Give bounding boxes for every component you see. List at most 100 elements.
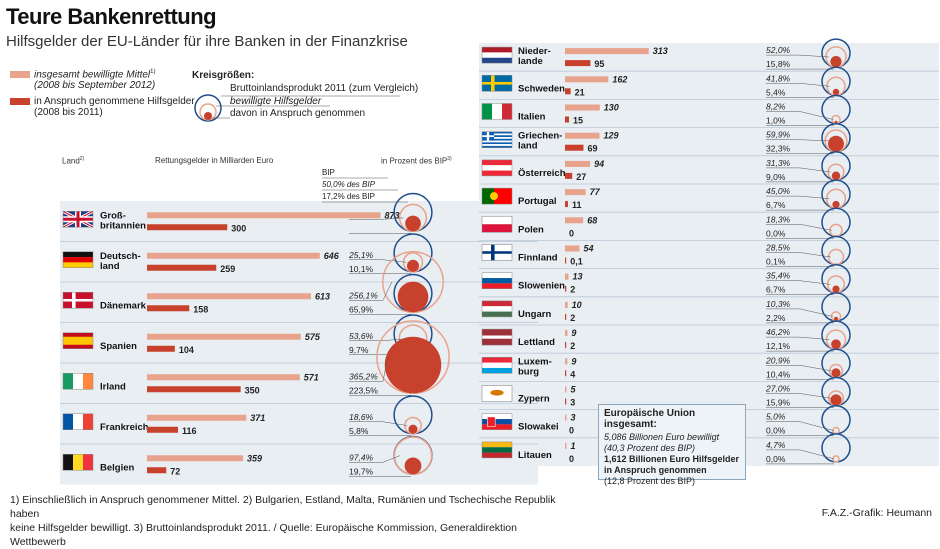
pct-used-gr: 32,3% [766,144,791,154]
bar-used-lu [565,370,567,377]
pct-approved-de: 25,1% [348,250,374,260]
bar-approved-be [147,455,244,462]
legend-circle-gdp-mark [194,94,222,122]
circle-used-se [832,88,840,96]
chart-subtitle: Hilfsgelder der EU-Länder für ihre Banke… [6,33,408,50]
leader-approved-diag-de [382,259,407,263]
bar-used-fr [147,426,179,433]
bar-approved-lu [565,358,568,365]
value-approved-be: 359 [247,453,262,463]
country-name-de: Deutsch-land [100,251,141,272]
value-used-de: 259 [220,264,235,274]
flag-lv [481,328,513,346]
bar-used-at [565,172,573,179]
pct-approved-lv: 46,2% [766,327,791,337]
flag-hu [481,300,513,318]
legend-approved-swatch [10,71,30,78]
header-land-sup: 2) [79,156,85,162]
bar-approved-lv [565,330,568,337]
leader-approved-diag-dk [382,281,393,301]
value-approved-sk: 3 [571,413,576,423]
circle-approved-gb [398,203,428,232]
bar-used-si [565,285,567,292]
value-approved-at: 94 [594,159,604,169]
country-name-fi: Finnland [518,253,558,264]
flag-ie [62,373,94,390]
footnote-line1: 1) Einschließlich in Anspruch genommener… [10,494,556,520]
value-used-fr: 116 [182,426,197,436]
circle-used-nl [830,55,842,68]
circle-used-it [834,120,838,124]
bar-approved-hu [565,301,568,308]
bar-used-gr [565,144,584,151]
footnote: 1) Einschließlich in Anspruch genommener… [10,493,570,549]
circle-used-hu [833,316,839,321]
pct-used-lt: 0,0% [766,454,786,464]
value-approved-si: 13 [572,272,582,282]
circle-used-fr [408,424,418,434]
country-name-pt: Portugal [518,196,557,207]
circle-used-dk [397,281,429,313]
flag-fi [481,244,513,261]
header-land-text: Land [62,156,80,166]
value-used-sk: 0 [569,426,574,436]
pct-approved-pl: 18,3% [766,214,791,224]
circle-used-lv [831,339,841,350]
bar-approved-cy [565,386,567,393]
flag-it [481,103,513,120]
bar-used-es [147,345,175,352]
legend-used-label: in Anspruch genommene Hilfsgelder [34,96,195,107]
eu-heading: Europäische Union insgesamt: [604,408,696,430]
pct-approved-lt: 4,7% [766,440,786,450]
flag-si [481,272,513,289]
country-name-lv: Lettland [518,337,555,348]
pct-approved-fi: 28,5% [765,243,791,253]
pct-used-ie: 223,5% [349,385,378,395]
pct-used-hu: 2,2% [766,313,786,323]
flag-sk [481,413,513,430]
bar-used-cy [565,398,567,405]
bar-used-pt [565,201,568,208]
value-approved-cy: 5 [571,385,577,395]
pct-used-es: 9,7% [349,345,369,355]
bar-approved-fi [565,245,580,252]
circle-used-cy [830,394,842,406]
legend-approved-period: (2008 bis September 2012) [34,80,156,92]
pct-used-de: 10,1% [349,264,374,274]
value-used-se: 21 [575,87,585,97]
value-used-at: 27 [576,172,586,182]
value-used-si: 2 [570,285,575,295]
leader-approved-diag-nl [799,54,829,58]
bar-approved-ie [147,374,300,381]
country-name-gr: Griechen-land [518,131,562,152]
pct-approved-dk: 256,1% [348,290,378,300]
country-name-se: Schweden [518,83,565,94]
bar-used-dk [147,305,190,312]
country-name-hu: Ungarn [518,309,551,320]
flag-at [481,159,513,177]
eu-line3: 1,612 Billionen Euro Hilfsgelder [604,454,740,464]
flag-lu [481,357,513,374]
circle-used-pt [832,200,840,209]
pct-approved-hu: 10,3% [766,299,791,309]
bar-approved-gb [147,212,381,219]
pct-approved-lu: 20,9% [765,355,791,365]
value-approved-lu: 9 [571,356,576,366]
leader-approved-diag-se [799,83,830,87]
leader-approved-diag-at [799,167,831,173]
flag-fr [62,413,94,430]
leader-approved-diag-ie [382,357,388,382]
leader-approved-diag-pt [799,195,830,199]
legend-circle-approved: bewilligte Hilfsgelder [230,96,322,107]
value-used-lv: 2 [570,341,575,351]
legend-approved-sup: 1) [150,69,156,75]
legend-used: in Anspruch genommene Hilfsgelder (2008 … [34,96,195,118]
bar-approved-gr [565,132,600,139]
leader-approved-diag-gr [799,139,829,142]
country-name-pl: Polen [518,224,544,235]
bar-used-se [565,88,571,95]
pct-approved-fr: 18,6% [349,412,374,422]
flag-se [481,75,513,92]
value-used-es: 104 [179,345,194,355]
flag-pt [481,187,513,205]
